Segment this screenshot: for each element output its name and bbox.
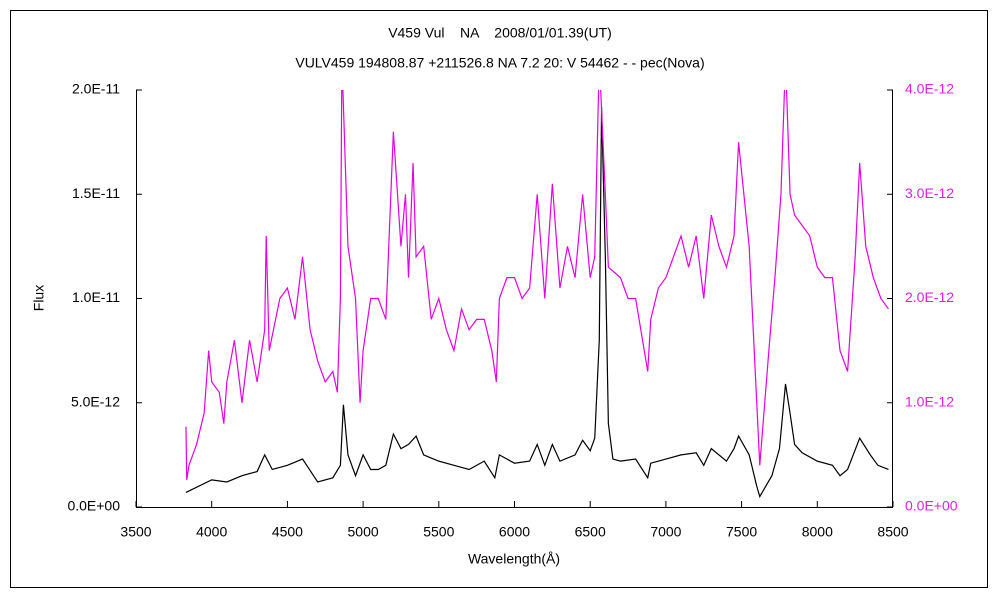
- y2-tick-label: 0.0E+00: [905, 498, 958, 514]
- y-tick-label: 1.5E-11: [72, 185, 120, 201]
- x-tick-label: 6000: [499, 524, 530, 540]
- y2-tick-label: 4.0E-12: [905, 81, 954, 97]
- chart-subtitle: VULV459 194808.87 +211526.8 NA 7.2 20: V…: [295, 55, 704, 71]
- x-tick-label: 7000: [650, 524, 681, 540]
- y-tick-label: 0.0E+00: [67, 498, 120, 514]
- y-axis-label: Flux: [31, 285, 47, 311]
- y-tick-label: 2.0E-11: [72, 81, 120, 97]
- x-tick-label: 6500: [575, 524, 606, 540]
- x-tick-label: 3500: [120, 524, 151, 540]
- y2-tick-label: 1.0E-12: [905, 393, 954, 409]
- y-tick-label: 1.0E-11: [72, 289, 120, 305]
- x-tick-label: 4500: [272, 524, 303, 540]
- chart-title: V459 Vul NA 2008/01/01.39(UT): [388, 25, 612, 41]
- x-tick-label: 5000: [348, 524, 379, 540]
- chart-frame: [10, 10, 988, 588]
- y-tick-label: 5.0E-12: [71, 393, 120, 409]
- x-tick-label: 4000: [196, 524, 227, 540]
- x-tick-label: 8500: [877, 524, 908, 540]
- spectrum-line: [185, 106, 889, 499]
- x-tick-label: 8000: [802, 524, 833, 540]
- x-tick-label: 5500: [423, 524, 454, 540]
- x-axis-label: Wavelength(Å): [468, 551, 560, 567]
- spectrum-line: [185, 90, 889, 480]
- x-tick-label: 7500: [726, 524, 757, 540]
- y2-tick-label: 3.0E-12: [905, 185, 954, 201]
- y2-tick-label: 2.0E-12: [905, 289, 954, 305]
